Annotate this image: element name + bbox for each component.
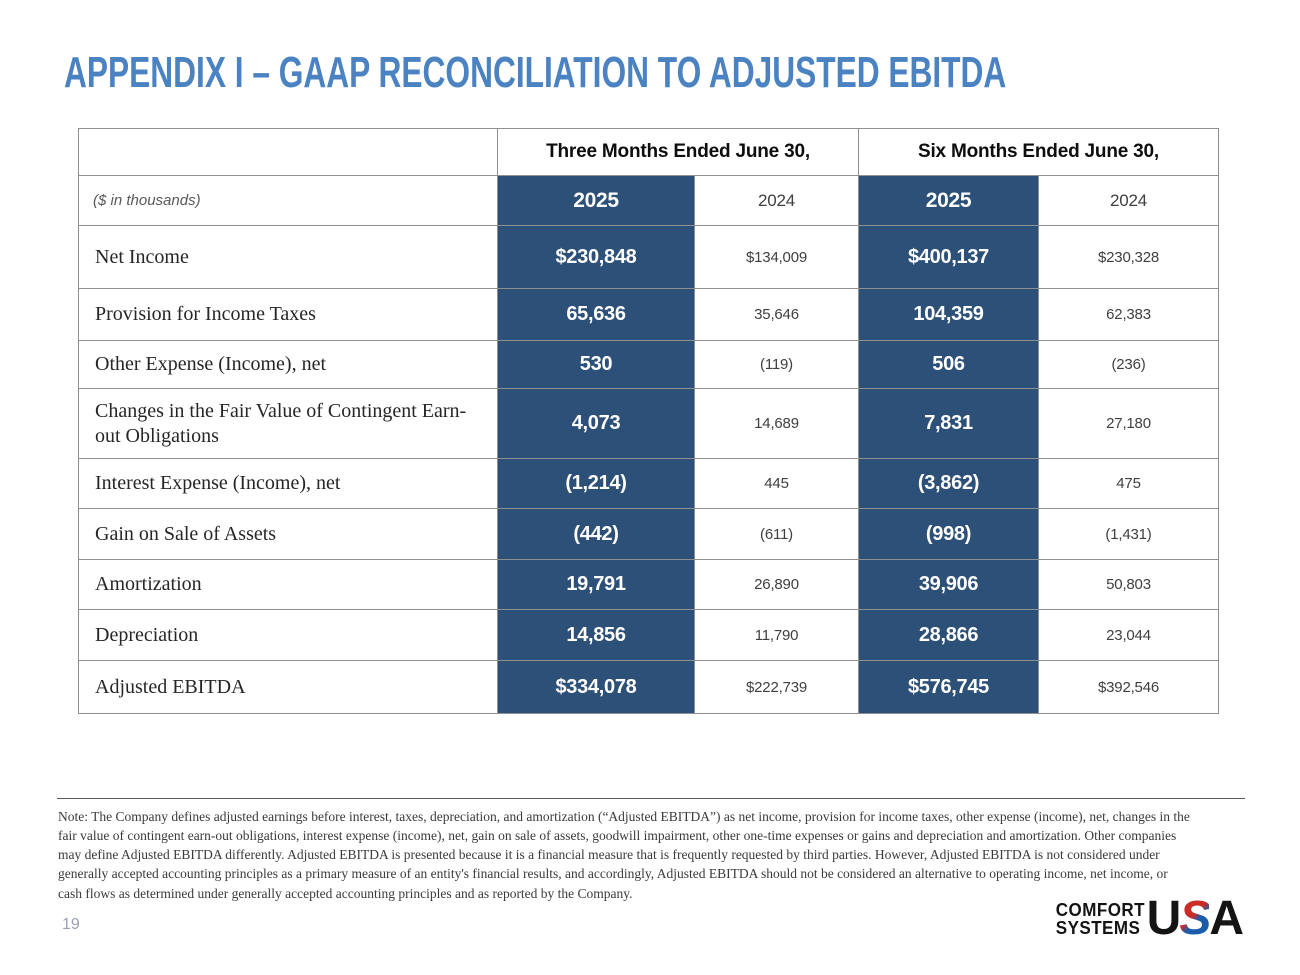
cell-value: $392,546	[1098, 678, 1159, 696]
cell-value: (3,862)	[859, 459, 1039, 509]
cell-value: $230,328	[1039, 226, 1218, 289]
logo-word-systems: SYSTEMS	[1055, 917, 1140, 938]
row-label: Other Expense (Income), net	[79, 341, 498, 389]
cell-value: 14,689	[695, 389, 859, 459]
cell-value: 27,180	[1039, 389, 1218, 459]
logo-usa-text: U S A	[1146, 892, 1244, 945]
cell-value: (119)	[695, 341, 859, 389]
row-label: Changes in the Fair Value of Contingent …	[79, 389, 498, 459]
column-group-three-months: Three Months Ended June 30,	[498, 129, 859, 176]
comfort-systems-usa-logo: COMFORT SYSTEMS U S A	[1048, 892, 1244, 945]
units-label: ($ in thousands)	[79, 176, 498, 226]
cell-value: 19,791	[498, 560, 695, 610]
cell-value: 7,831	[859, 389, 1039, 459]
row-label: Provision for Income Taxes	[79, 289, 498, 341]
gaap-reconciliation-table: Three Months Ended June 30, Six Months E…	[78, 128, 1219, 714]
cell-value: 23,044	[1039, 610, 1218, 661]
cell-value: 26,890	[695, 560, 859, 610]
cell-value: 530	[498, 341, 695, 389]
year-header-2025-6m: 2025	[859, 176, 1039, 226]
cell-value: $222,739	[695, 661, 859, 713]
logo-word-comfort: COMFORT	[1055, 898, 1145, 920]
logo-usa-a: A	[1209, 892, 1244, 945]
cell-value: 445	[695, 459, 859, 509]
cell-value: $400,137	[859, 226, 1039, 289]
cell-value: 4,073	[498, 389, 695, 459]
row-label: Interest Expense (Income), net	[79, 459, 498, 509]
year-header-2024-6m: 2024	[1039, 176, 1218, 226]
column-group-six-months: Six Months Ended June 30,	[859, 129, 1218, 176]
cell-value: (998)	[859, 509, 1039, 560]
cell-value: $334,078	[498, 661, 695, 713]
logo-wordmark: COMFORT SYSTEMS	[1055, 898, 1145, 938]
row-label: Depreciation	[79, 610, 498, 661]
cell-value: 475	[1039, 459, 1218, 509]
logo-usa-s-swoosh-icon: S	[1179, 892, 1211, 945]
year-header-2025-3m: 2025	[498, 176, 695, 226]
cell-value: (442)	[498, 509, 695, 560]
cell-value: (236)	[1039, 341, 1218, 389]
cell-value: 28,866	[859, 610, 1039, 661]
cell-value: (1,431)	[1039, 509, 1218, 560]
cell-value: 62,383	[1039, 289, 1218, 341]
corner-empty-cell	[79, 129, 498, 176]
page-title: APPENDIX I – GAAP RECONCILIATION TO ADJU…	[64, 48, 1007, 97]
cell-value: 506	[859, 341, 1039, 389]
row-label: Adjusted EBITDA	[79, 661, 498, 713]
logo-usa-u: U	[1146, 892, 1182, 945]
row-label: Amortization	[79, 560, 498, 610]
cell-value: 50,803	[1039, 560, 1218, 610]
year-header-2024-3m: 2024	[695, 176, 859, 226]
cell-value: 39,906	[859, 560, 1039, 610]
cell-value: 65,636	[498, 289, 695, 341]
row-label: Gain on Sale of Assets	[79, 509, 498, 560]
cell-value: $134,009	[695, 226, 859, 289]
cell-value: $230,848	[498, 226, 695, 289]
page-number: 19	[62, 916, 80, 933]
cell-value: 14,856	[498, 610, 695, 661]
footnote-text: Note: The Company defines adjusted earni…	[58, 809, 1190, 901]
cell-value: 11,790	[695, 610, 859, 661]
cell-value: (611)	[695, 509, 859, 560]
row-label: Net Income	[79, 226, 498, 289]
cell-value: (1,214)	[498, 459, 695, 509]
note-divider-line	[57, 798, 1245, 799]
cell-value: 104,359	[859, 289, 1039, 341]
cell-value: $576,745	[859, 661, 1039, 713]
cell-value: 35,646	[695, 289, 859, 341]
